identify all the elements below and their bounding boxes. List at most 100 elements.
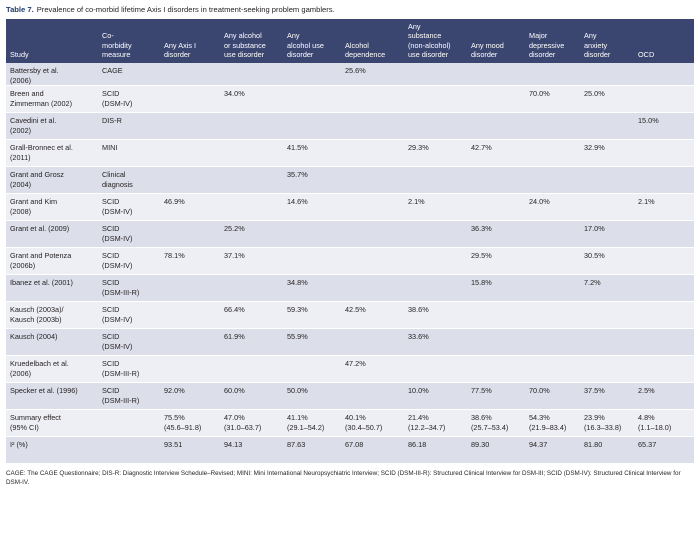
value-cell: 78.1% bbox=[160, 247, 220, 276]
value-cell bbox=[341, 274, 404, 303]
value-cell: 41.1% (29.1–54.2) bbox=[283, 409, 341, 438]
value-cell bbox=[220, 112, 283, 141]
value-cell: 32.9% bbox=[580, 139, 634, 168]
column-header: Alcohol dependence bbox=[345, 40, 386, 60]
measure-cell bbox=[98, 409, 160, 438]
value-cell bbox=[467, 193, 525, 222]
value-cell bbox=[283, 220, 341, 249]
value-cell: 25.6% bbox=[341, 63, 404, 87]
table-row: Ibanez et al. (2001) SCID (DSM-III-R) 34.8%… bbox=[6, 274, 694, 303]
value-cell bbox=[341, 193, 404, 222]
measure-cell: SCID (DSM-IV) bbox=[98, 193, 160, 222]
study-cell: Summary effect (95% CI) bbox=[6, 409, 98, 438]
value-cell bbox=[634, 328, 694, 357]
value-cell: 17.0% bbox=[580, 220, 634, 249]
value-cell bbox=[341, 112, 404, 141]
value-cell bbox=[580, 166, 634, 195]
table-row: Grant and Potenza (2006b) SCID (DSM-IV) 78.1… bbox=[6, 247, 694, 276]
value-cell bbox=[160, 220, 220, 249]
value-cell: 70.0% bbox=[525, 85, 580, 114]
study-cell: Grant and Kim (2008) bbox=[6, 193, 98, 222]
table-row: Specker et al. (1996) SCID (DSM-III-R) 92.0… bbox=[6, 382, 694, 411]
value-cell bbox=[467, 355, 525, 384]
study-cell: Specker et al. (1996) bbox=[6, 382, 98, 411]
table-number: Table 7. bbox=[6, 5, 34, 14]
value-cell bbox=[634, 301, 694, 330]
value-cell: 38.6% bbox=[404, 301, 467, 330]
column-header: Co-morbidity measure bbox=[102, 31, 132, 60]
value-cell bbox=[160, 112, 220, 141]
table-row: Summary effect (95% CI) 75.5% (45.6–91.8) 47… bbox=[6, 409, 694, 438]
value-cell bbox=[525, 247, 580, 276]
column-header: Any substance (non-alcohol) use disorder bbox=[408, 21, 451, 60]
value-cell bbox=[634, 85, 694, 114]
table-row: Grant and Kim (2008) SCID (DSM-IV) 46.9% 14.6… bbox=[6, 193, 694, 222]
value-cell bbox=[341, 220, 404, 249]
value-cell bbox=[467, 166, 525, 195]
value-cell bbox=[525, 274, 580, 303]
value-cell bbox=[634, 274, 694, 303]
value-cell bbox=[525, 355, 580, 384]
value-cell: 77.5% bbox=[467, 382, 525, 411]
value-cell bbox=[341, 139, 404, 168]
value-cell bbox=[283, 247, 341, 276]
value-cell: 92.0% bbox=[160, 382, 220, 411]
value-cell: 61.9% bbox=[220, 328, 283, 357]
value-cell bbox=[580, 328, 634, 357]
value-cell bbox=[580, 112, 634, 141]
value-cell bbox=[580, 301, 634, 330]
column-header: Any mood disorder bbox=[471, 40, 504, 60]
value-cell: 94.13 bbox=[220, 436, 283, 465]
value-cell: 25.2% bbox=[220, 220, 283, 249]
measure-cell: Clinical diagnosis bbox=[98, 166, 160, 195]
value-cell bbox=[404, 85, 467, 114]
value-cell: 34.0% bbox=[220, 85, 283, 114]
measure-cell: SCID (DSM-IV) bbox=[98, 247, 160, 276]
value-cell: 42.7% bbox=[467, 139, 525, 168]
value-cell bbox=[404, 63, 467, 87]
value-cell bbox=[634, 355, 694, 384]
value-cell: 23.9% (16.3–33.8) bbox=[580, 409, 634, 438]
value-cell bbox=[283, 63, 341, 87]
value-cell: 47.0% (31.0–63.7) bbox=[220, 409, 283, 438]
value-cell bbox=[525, 220, 580, 249]
table-row: I² (%) 93.51 94.13 87.63 67.08 86.18 89.30 94.3… bbox=[6, 436, 694, 465]
value-cell bbox=[404, 112, 467, 141]
measure-cell: CAGE bbox=[98, 63, 160, 87]
measure-cell: SCID (DSM-IV) bbox=[98, 328, 160, 357]
value-cell bbox=[160, 63, 220, 87]
measure-cell bbox=[98, 436, 160, 465]
column-header: Any anxiety disorder bbox=[584, 31, 611, 60]
value-cell: 24.0% bbox=[525, 193, 580, 222]
table-body: Battersby et al. (2006) CAGE 25.6% Breen and… bbox=[6, 63, 694, 465]
value-cell bbox=[404, 166, 467, 195]
value-cell: 34.8% bbox=[283, 274, 341, 303]
table-row: Kruedelbach et al. (2006) SCID (DSM-III-R) 4… bbox=[6, 355, 694, 384]
measure-cell: SCID (DSM-IV) bbox=[98, 85, 160, 114]
value-cell: 21.4% (12.2–34.7) bbox=[404, 409, 467, 438]
value-cell bbox=[283, 355, 341, 384]
measure-cell: SCID (DSM-III-R) bbox=[98, 274, 160, 303]
value-cell: 55.9% bbox=[283, 328, 341, 357]
value-cell: 15.0% bbox=[634, 112, 694, 141]
measure-cell: SCID (DSM-III-R) bbox=[98, 382, 160, 411]
column-header: Major depressive disorder bbox=[529, 31, 565, 60]
value-cell: 70.0% bbox=[525, 382, 580, 411]
value-cell bbox=[634, 220, 694, 249]
value-cell bbox=[283, 112, 341, 141]
table-row: Breen and Zimmerman (2002) SCID (DSM-IV) 34.… bbox=[6, 85, 694, 114]
value-cell: 2.5% bbox=[634, 382, 694, 411]
column-header: Study bbox=[10, 50, 29, 60]
value-cell bbox=[634, 247, 694, 276]
value-cell: 75.5% (45.6–91.8) bbox=[160, 409, 220, 438]
value-cell: 67.08 bbox=[341, 436, 404, 465]
value-cell bbox=[580, 193, 634, 222]
value-cell: 4.8% (1.1–18.0) bbox=[634, 409, 694, 438]
value-cell: 29.5% bbox=[467, 247, 525, 276]
value-cell bbox=[220, 63, 283, 87]
value-cell: 35.7% bbox=[283, 166, 341, 195]
value-cell: 7.2% bbox=[580, 274, 634, 303]
value-cell bbox=[160, 274, 220, 303]
value-cell bbox=[341, 328, 404, 357]
